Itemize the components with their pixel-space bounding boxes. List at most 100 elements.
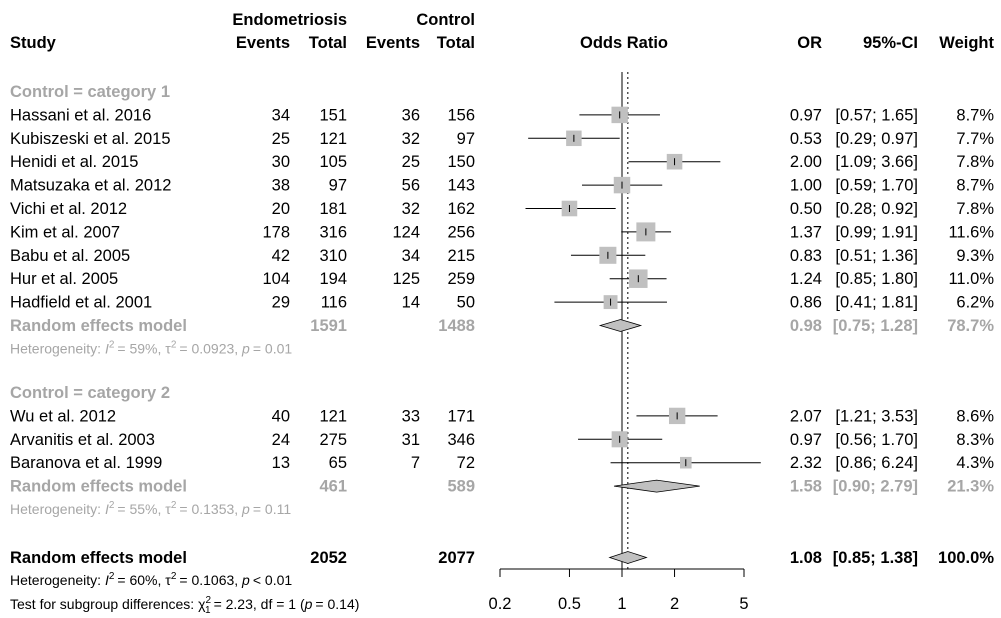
tick-label: 5 <box>739 595 748 613</box>
pooled-label: Random effects model <box>10 478 187 496</box>
total-1: 275 <box>319 431 347 449</box>
total-1: 116 <box>321 294 347 312</box>
total-1: 181 <box>319 200 347 218</box>
heterogeneity: Heterogeneity: I2 = 59%, τ2 = 0.0923, p = 0… <box>10 339 292 356</box>
het-tau2: = 0.0923, <box>179 340 242 356</box>
weight-value: 8.6% <box>956 407 994 425</box>
svg-text:Heterogeneity: I2= 60%, τ2= 0.: Heterogeneity: I2 = 60%, τ2 = 0.1063, p < 0… <box>10 571 292 588</box>
events-1: 42 <box>272 247 290 265</box>
total-2: 171 <box>447 407 475 425</box>
weight-value: 11.6% <box>948 223 994 241</box>
tau-sup: 2 <box>171 339 177 350</box>
weight-value: 4.3% <box>956 454 994 472</box>
x-axis: 0.2 0.5 1 2 5 <box>489 568 749 613</box>
svg-text:Test for subgroup differences:: Test for subgroup differences: χ2 1 = 2.23… <box>10 595 359 616</box>
chi-sub: 1 <box>205 605 211 616</box>
subgroup-test-prefix: Test for subgroup differences: <box>10 596 198 612</box>
total-1: 121 <box>319 407 347 425</box>
het-i2: = 55%, <box>117 501 165 517</box>
pooled-label: Random effects model <box>10 549 187 567</box>
overall-het-prefix: Heterogeneity: <box>10 572 105 588</box>
pooled-total-2: 1488 <box>438 317 475 335</box>
i2-sup: 2 <box>109 571 115 582</box>
study-name: Wu et al. 2012 <box>10 407 116 425</box>
subgroup-test: Test for subgroup differences: χ2 1 = 2.23… <box>10 595 359 616</box>
total-2: 162 <box>447 200 475 218</box>
pooled-diamond <box>613 479 700 493</box>
header-group1: Endometriosis <box>232 11 347 29</box>
ci-value: [0.59; 1.70] <box>835 177 918 195</box>
weight-value: 8.7% <box>956 106 994 124</box>
header-total-2: Total <box>437 34 475 52</box>
ci-value: [1.21; 3.53] <box>835 407 918 425</box>
pooled-total-1: 1591 <box>310 317 347 335</box>
events-2: 124 <box>392 223 420 241</box>
pooled-ci: [0.75; 1.28] <box>833 317 918 335</box>
pooled-weight: 78.7% <box>947 317 994 335</box>
header-events-1: Events <box>236 34 290 52</box>
header-total-1: Total <box>309 34 347 52</box>
pooled-weight: 100.0% <box>938 549 994 567</box>
study-name: Baranova et al. 1999 <box>10 454 162 472</box>
subgroup-test-p: = 0.14) <box>315 596 359 612</box>
weight-value: 7.8% <box>956 153 994 171</box>
events-2: 32 <box>402 200 420 218</box>
i2-symbol: I <box>105 572 109 588</box>
events-2: 25 <box>402 153 420 171</box>
tau-symbol: τ <box>165 501 171 517</box>
or-value: 0.97 <box>790 431 822 449</box>
header-study: Study <box>10 34 57 52</box>
weight-value: 11.0% <box>948 270 994 288</box>
total-1: 310 <box>319 247 347 265</box>
pooled-total-1: 2052 <box>310 549 347 567</box>
pooled-diamond <box>608 551 648 564</box>
or-value: 1.24 <box>790 270 822 288</box>
header-or: OR <box>797 34 822 52</box>
tau-sup: 2 <box>171 571 177 582</box>
total-2: 346 <box>447 431 475 449</box>
events-1: 40 <box>272 407 290 425</box>
subgroup-label: Control = category 2 <box>10 384 170 402</box>
total-1: 105 <box>319 153 347 171</box>
events-1: 104 <box>262 270 290 288</box>
events-2: 36 <box>402 106 420 124</box>
or-value: 2.32 <box>790 454 822 472</box>
events-2: 32 <box>402 130 420 148</box>
tau-sup: 2 <box>171 500 177 511</box>
overall-het-p: < 0.01 <box>253 572 293 588</box>
total-1: 97 <box>329 177 347 195</box>
or-value: 1.37 <box>790 223 822 241</box>
events-1: 25 <box>272 130 290 148</box>
events-1: 20 <box>272 200 290 218</box>
total-2: 259 <box>447 270 475 288</box>
header: Endometriosis Control Study Events Total… <box>10 11 994 52</box>
total-2: 156 <box>447 106 475 124</box>
subgroup-test-chi: = 2.23, df = 1 ( <box>214 596 305 612</box>
pooled-weight: 21.3% <box>947 478 994 496</box>
overall-het-i2: = 60%, <box>117 572 165 588</box>
i2-symbol: I <box>105 501 109 517</box>
or-value: 1.00 <box>790 177 822 195</box>
total-2: 72 <box>457 454 475 472</box>
p-symbol: p <box>241 340 250 356</box>
pooled-ci: [0.85; 1.38] <box>833 549 918 567</box>
ci-value: [0.86; 6.24] <box>835 454 918 472</box>
or-value: 0.83 <box>790 247 822 265</box>
ci-value: [0.99; 1.91] <box>835 223 918 241</box>
events-1: 38 <box>272 177 290 195</box>
header-ci: 95%-CI <box>863 34 918 52</box>
events-1: 29 <box>272 294 290 312</box>
p-symbol: p <box>304 596 313 612</box>
events-1: 24 <box>272 431 290 449</box>
i2-sup: 2 <box>109 339 115 350</box>
study-name: Babu et al. 2005 <box>10 247 130 265</box>
weight-value: 8.3% <box>956 431 994 449</box>
total-2: 143 <box>447 177 475 195</box>
het-tau2: = 0.1353, <box>179 501 242 517</box>
study-name: Vichi et al. 2012 <box>10 200 127 218</box>
events-2: 34 <box>402 247 420 265</box>
events-2: 14 <box>402 294 420 312</box>
het-prefix: Heterogeneity: <box>10 340 105 356</box>
het-prefix: Heterogeneity: <box>10 501 105 517</box>
